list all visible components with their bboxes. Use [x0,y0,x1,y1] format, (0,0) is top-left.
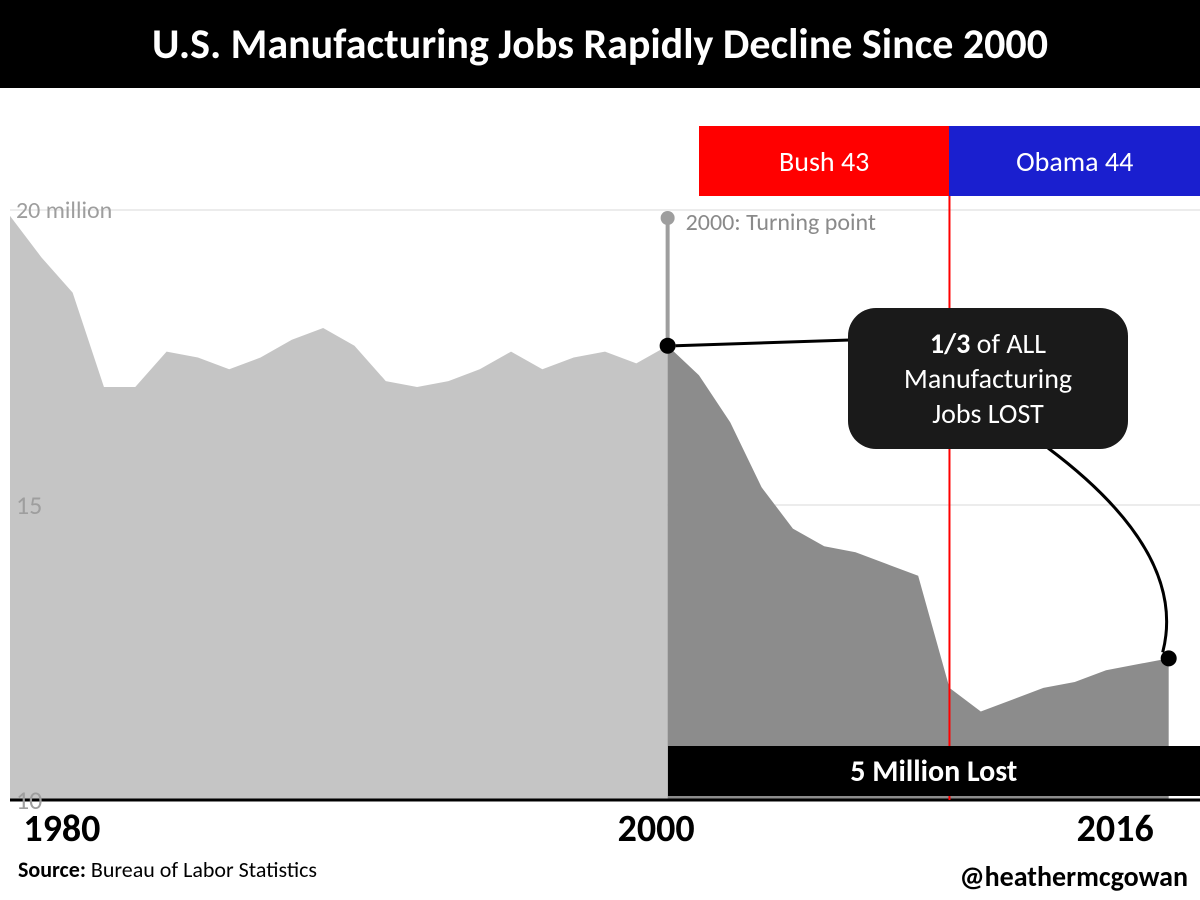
source-text: Bureau of Labor Statistics [86,856,317,883]
callout-rest-1: of ALL [970,326,1046,361]
x-tick-label-2000: 2000 [618,806,695,852]
author-credit: @heathermcgowan [959,859,1188,894]
y-axis-top-label: 20 million [16,196,112,225]
turning-point-label: 2000: Turning point [686,208,876,237]
lost-banner: 5 Million Lost [668,746,1200,796]
x-tick-label-2016: 2016 [1077,806,1154,852]
callout-bold-1: 1/3 [930,326,970,361]
lost-banner-text: 5 Million Lost [850,753,1017,790]
callout-line-1: 1/3 of ALL [876,326,1100,361]
callout-box: 1/3 of ALL Manufacturing Jobs LOST [848,308,1128,449]
x-tick-label-1980: 1980 [23,806,100,852]
infographic-page: U.S. Manufacturing Jobs Rapidly Decline … [0,0,1200,900]
callout-line-3: Jobs LOST [876,396,1100,431]
callout-line-2: Manufacturing [876,361,1100,396]
source-line: Source: Bureau of Labor Statistics [18,856,317,883]
y-tick-label-15: 15 [16,489,76,521]
source-label: Source: [18,856,86,883]
